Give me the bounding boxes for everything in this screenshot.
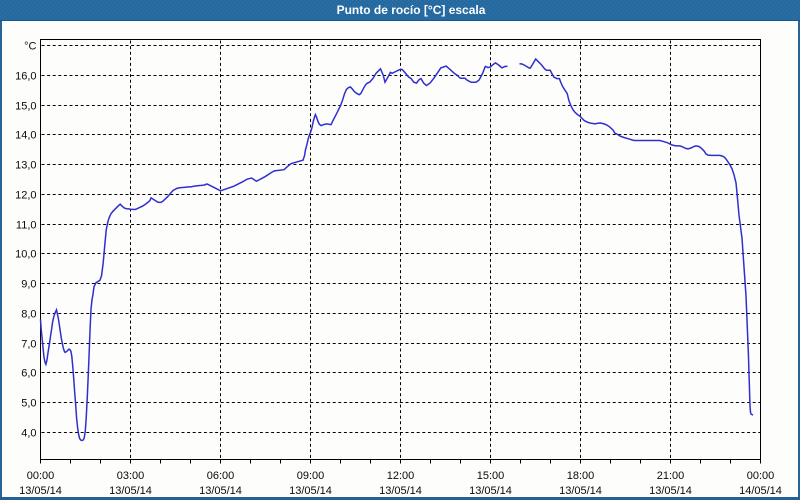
svg-text:12,0: 12,0: [15, 190, 36, 202]
svg-text:12:00: 12:00: [387, 470, 415, 482]
svg-text:06:00: 06:00: [207, 470, 235, 482]
svg-text:03:00: 03:00: [117, 470, 145, 482]
svg-text:18:00: 18:00: [567, 470, 595, 482]
svg-text:00:00: 00:00: [747, 470, 775, 482]
svg-text:15,0: 15,0: [15, 101, 36, 113]
svg-text:13/05/14: 13/05/14: [379, 485, 422, 497]
svg-text:9,0: 9,0: [21, 279, 36, 291]
svg-text:21:00: 21:00: [657, 470, 685, 482]
svg-text:°C: °C: [24, 41, 36, 53]
svg-text:09:00: 09:00: [297, 470, 325, 482]
svg-text:14/05/14: 14/05/14: [739, 485, 782, 497]
svg-text:13/05/14: 13/05/14: [289, 485, 332, 497]
svg-text:10,0: 10,0: [15, 249, 36, 261]
svg-text:13/05/14: 13/05/14: [109, 485, 152, 497]
svg-text:13,0: 13,0: [15, 160, 36, 172]
svg-text:11,0: 11,0: [16, 220, 37, 232]
svg-text:13/05/14: 13/05/14: [559, 485, 602, 497]
svg-text:16,0: 16,0: [15, 71, 36, 83]
svg-text:8,0: 8,0: [21, 309, 36, 321]
svg-text:13/05/14: 13/05/14: [199, 485, 242, 497]
svg-text:00:00: 00:00: [27, 470, 55, 482]
svg-text:15:00: 15:00: [477, 470, 505, 482]
svg-text:6,0: 6,0: [21, 368, 36, 380]
svg-text:13/05/14: 13/05/14: [649, 485, 692, 497]
svg-text:5,0: 5,0: [21, 398, 36, 410]
svg-text:14,0: 14,0: [15, 130, 36, 142]
svg-text:13/05/14: 13/05/14: [19, 485, 62, 497]
svg-text:7,0: 7,0: [21, 339, 36, 351]
svg-text:4,0: 4,0: [21, 428, 36, 440]
svg-text:13/05/14: 13/05/14: [469, 485, 512, 497]
